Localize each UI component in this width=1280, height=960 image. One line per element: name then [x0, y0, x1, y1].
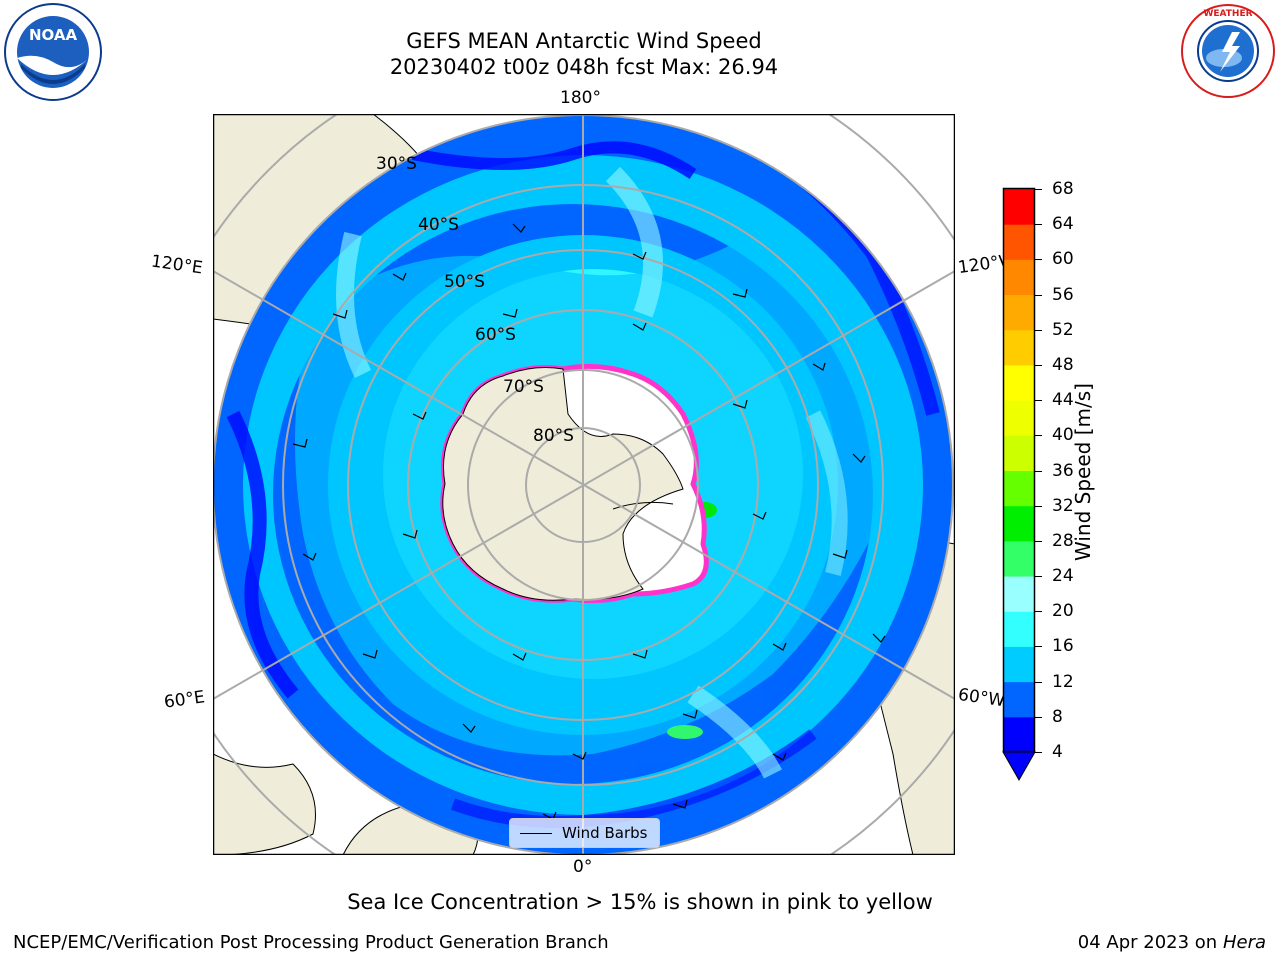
- colorbar-tick-mark: [1035, 470, 1042, 472]
- colorbar-tick-label: 68: [1052, 179, 1074, 199]
- colorbar-segment: [1003, 681, 1035, 718]
- map-frame: [213, 114, 955, 855]
- polar-map: 30°S 40°S 50°S 60°S 70°S 80°S: [213, 114, 955, 855]
- colorbar-tick-mark: [1035, 681, 1042, 683]
- lat-label-30s: 30°S: [376, 154, 417, 174]
- wind-barbs-legend: Wind Barbs: [509, 818, 660, 848]
- lon-label-60e: 60°E: [162, 687, 207, 713]
- lat-label-50s: 50°S: [444, 272, 485, 292]
- footer-date: 04 Apr 2023 on: [1077, 932, 1223, 953]
- colorbar-tick-mark: [1035, 646, 1042, 648]
- colorbar-tick-mark: [1035, 435, 1042, 437]
- colorbar-tick-label: 32: [1052, 495, 1074, 516]
- title-line-1: GEFS MEAN Antarctic Wind Speed: [406, 29, 762, 53]
- title-line-2: 20230402 t00z 048h fcst Max: 26.94: [389, 55, 779, 79]
- colorbar-segment: [1003, 470, 1035, 507]
- colorbar-tick-label: 8: [1052, 706, 1063, 727]
- colorbar-tick-mark: [1035, 364, 1042, 366]
- colorbar-tick-label: 40: [1052, 425, 1074, 446]
- noaa-logo-icon: NOAA: [4, 3, 102, 101]
- colorbar-segment: [1003, 505, 1035, 542]
- colorbar-tick-label: 60: [1052, 249, 1074, 270]
- colorbar-segment: [1003, 611, 1035, 647]
- colorbar-segment: [1003, 329, 1035, 366]
- colorbar-segment: [1003, 224, 1035, 260]
- graticule: [213, 114, 955, 855]
- colorbar-tick-mark: [1035, 611, 1042, 613]
- colorbar-segment: [1003, 259, 1035, 296]
- colorbar-tick-label: 48: [1052, 354, 1074, 375]
- footer-host: Hera: [1222, 932, 1266, 953]
- colorbar-tick-mark: [1035, 540, 1042, 542]
- lon-label-120w: 120°W: [956, 251, 1006, 279]
- lon-label-120e: 120°E: [149, 251, 204, 279]
- colorbar-tick-mark: [1035, 189, 1042, 190]
- colorbar-tick-mark: [1035, 716, 1042, 718]
- colorbar-segment: [1003, 435, 1035, 471]
- lat-label-60s: 60°S: [475, 325, 516, 345]
- colorbar-tick-label: 16: [1052, 636, 1074, 657]
- colorbar-tick-mark: [1035, 224, 1042, 226]
- colorbar-tick-label: 12: [1052, 671, 1074, 692]
- footer-right: 04 Apr 2023 on Hera: [1078, 932, 1266, 953]
- colorbar-segment: [1003, 646, 1035, 683]
- sea-ice-caption: Sea Ice Concentration > 15% is shown in …: [347, 890, 933, 914]
- colorbar-tick-mark: [1035, 294, 1042, 296]
- footer-left: NCEP/EMC/Verification Post Processing Pr…: [13, 932, 609, 953]
- legend-line-icon: [520, 832, 552, 834]
- colorbar-segment: [1003, 294, 1035, 331]
- colorbar-tick-label: 64: [1052, 214, 1074, 235]
- colorbar-segment: [1003, 716, 1035, 753]
- nws-logo-icon: WEATHER: [1181, 4, 1275, 98]
- lat-label-40s: 40°S: [418, 215, 459, 235]
- legend-label: Wind Barbs: [562, 824, 648, 842]
- lon-label-0: 0°: [573, 857, 593, 877]
- colorbar-extend-arrow: [1002, 751, 1036, 782]
- colorbar: [1002, 187, 1036, 782]
- colorbar-tick-label: 24: [1052, 566, 1074, 587]
- lon-label-180: 180°: [560, 88, 601, 108]
- svg-text:NOAA: NOAA: [29, 26, 78, 44]
- colorbar-segment: [1003, 540, 1035, 577]
- colorbar-tick-label: 4: [1052, 742, 1063, 762]
- colorbar-tick-mark: [1035, 752, 1042, 753]
- svg-text:WEATHER: WEATHER: [1203, 9, 1252, 19]
- wind-barbs: [292, 223, 886, 820]
- antarctica: [440, 363, 709, 604]
- colorbar-tick-mark: [1035, 329, 1042, 331]
- colorbar-segment: [1003, 364, 1035, 401]
- colorbar-segment: [1003, 400, 1035, 436]
- colorbar-tick-mark: [1035, 259, 1042, 261]
- colorbar-tick-label: 20: [1052, 601, 1074, 622]
- colorbar-tick-mark: [1035, 505, 1042, 507]
- colorbar-tick-label: 36: [1052, 460, 1074, 481]
- colorbar-tick-label: 56: [1052, 284, 1074, 305]
- colorbar-tick-label: 44: [1052, 390, 1074, 411]
- colorbar-tick-mark: [1035, 400, 1042, 402]
- colorbar-segment: [1003, 189, 1035, 225]
- colorbar-segment: [1003, 576, 1035, 612]
- lon-label-60w: 60°W: [956, 684, 1006, 712]
- lat-label-80s: 80°S: [533, 426, 574, 446]
- colorbar-tick-mark: [1035, 576, 1042, 578]
- colorbar-tick-label: 28: [1052, 530, 1074, 551]
- colorbar-tick-label: 52: [1052, 319, 1074, 340]
- colorbar-label: Wind Speed [m/s]: [1071, 383, 1095, 561]
- lat-label-70s: 70°S: [503, 377, 544, 397]
